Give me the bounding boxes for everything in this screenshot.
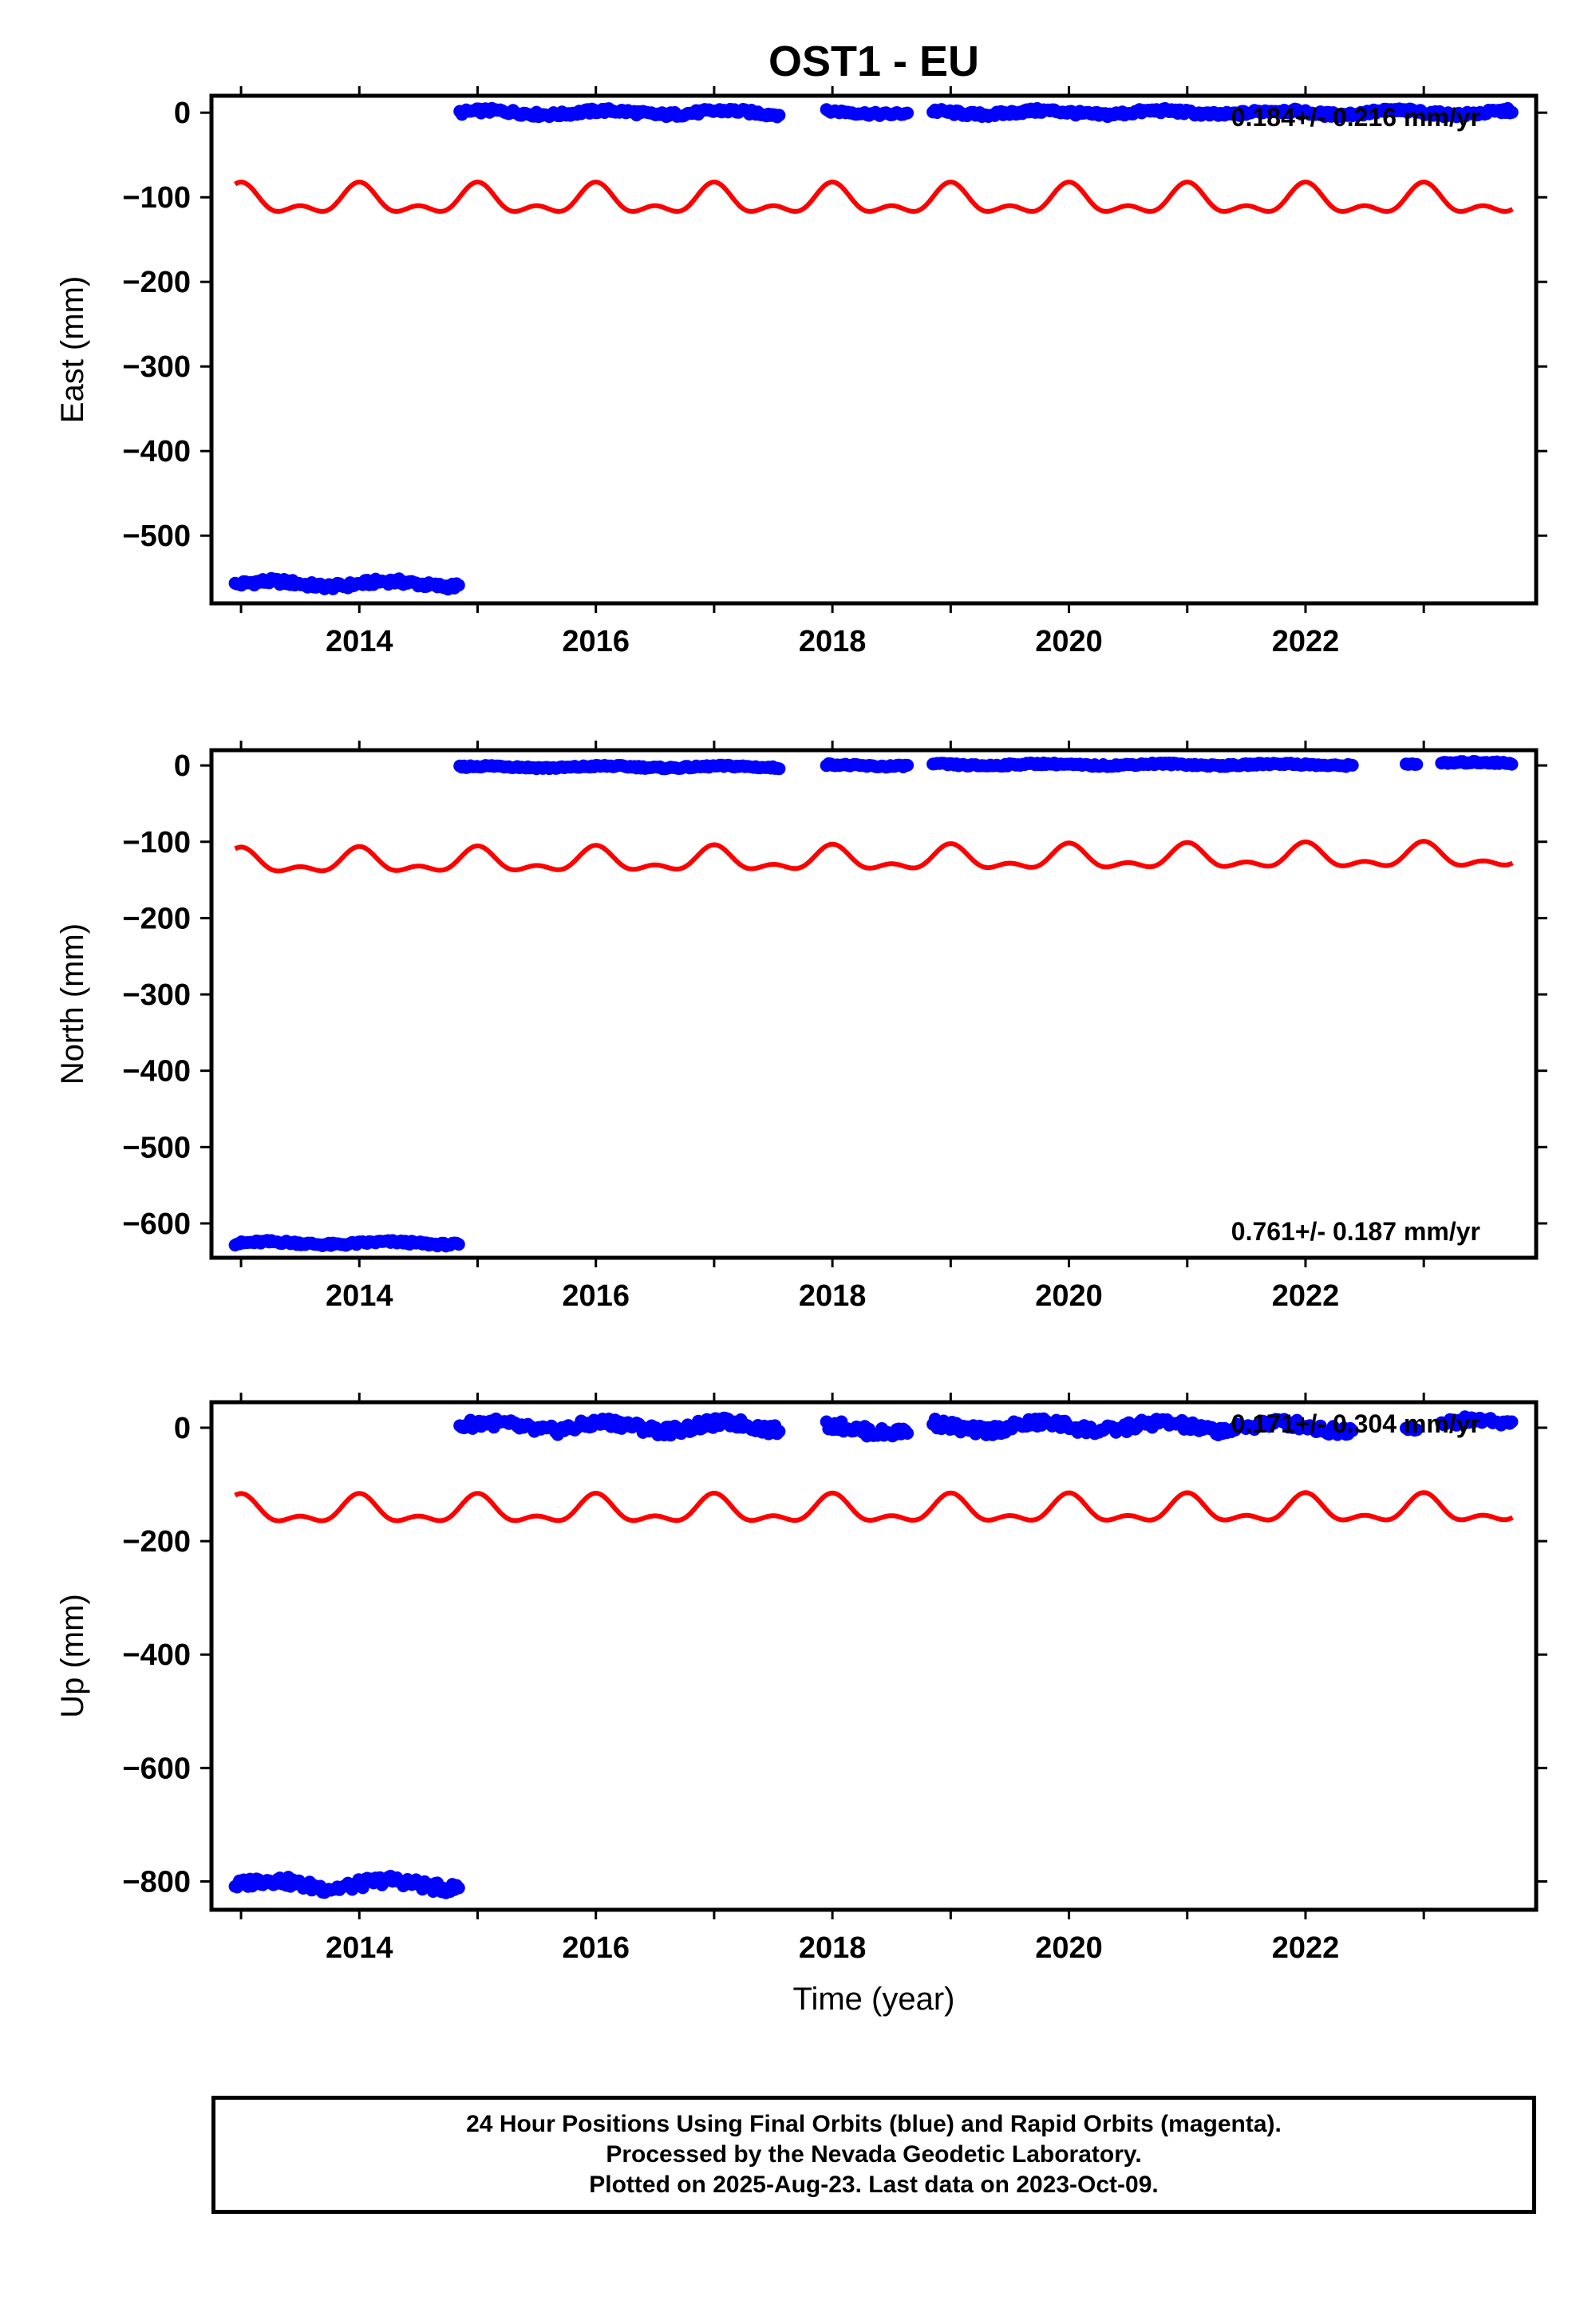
model-line	[234, 1490, 1514, 1524]
caption-line-2: Processed by the Nevada Geodetic Laborat…	[606, 2141, 1142, 2168]
y-tick-label: 0	[174, 97, 191, 130]
x-tick-label: 2022	[1272, 1931, 1340, 1965]
plot-frame	[209, 93, 1539, 606]
model-line	[234, 180, 1514, 214]
x-tick-label: 2018	[799, 1279, 867, 1313]
y-tick-label: 0	[174, 1412, 191, 1445]
panel-north: 2014 2016 2018 2020 2022 0 −100 −200 −300 −400 −50…	[55, 741, 1547, 1313]
final-orbit-point	[1505, 1415, 1519, 1429]
rate-annotation: 0.171+/- 0.304 mm/yr	[1231, 1409, 1480, 1438]
y-tick-label: −400	[122, 1638, 191, 1672]
panel-east: 2014 2016 2018 2020 2022 0 −100 −200 −300 −400 −50…	[55, 86, 1547, 658]
rate-annotation: 0.761+/- 0.187 mm/yr	[1231, 1217, 1480, 1246]
figure-title: OST1 - EU	[768, 38, 979, 85]
y-tick-label: −300	[122, 350, 191, 384]
y-tick-label: −500	[122, 520, 191, 553]
final-orbit-point	[901, 758, 915, 772]
y-axis-label: North (mm)	[55, 923, 90, 1085]
panel-up: 2014 2016 2018 2020 2022 0 −200 −400 −600 −800 Up …	[55, 1393, 1547, 2017]
x-tick-label: 2014	[326, 1931, 393, 1965]
final-orbit-point	[1505, 105, 1519, 119]
x-tick-label: 2018	[799, 1931, 867, 1965]
final-orbit-point	[901, 1427, 915, 1440]
model-line	[234, 839, 1514, 874]
x-tick-label: 2020	[1035, 625, 1103, 658]
y-tick-label: −400	[122, 435, 191, 468]
final-orbit-point	[1410, 1423, 1424, 1437]
x-tick-label: 2022	[1272, 1279, 1340, 1313]
final-orbit-points	[228, 101, 1519, 596]
y-tick-label: −200	[122, 902, 191, 935]
y-tick-label: −200	[122, 1525, 191, 1559]
final-orbit-point	[452, 579, 465, 592]
y-tick-label: −600	[122, 1207, 191, 1241]
x-axis-label: Time (year)	[793, 1982, 955, 2017]
y-tick-label: −600	[122, 1752, 191, 1785]
x-tick-label: 2020	[1035, 1279, 1103, 1313]
y-axis-label: Up (mm)	[55, 1594, 90, 1718]
y-tick-label: −500	[122, 1131, 191, 1164]
final-orbit-point	[772, 1425, 786, 1438]
final-orbit-point	[1345, 758, 1359, 772]
final-orbit-point	[1345, 1424, 1359, 1437]
y-axis-label: East (mm)	[55, 276, 90, 423]
caption-line-1: 24 Hour Positions Using Final Orbits (bl…	[466, 2111, 1282, 2137]
final-orbit-point	[1505, 757, 1519, 771]
final-orbit-point	[901, 106, 915, 120]
x-tick-label: 2014	[326, 1279, 393, 1313]
y-tick-label: −400	[122, 1055, 191, 1089]
final-orbit-point	[452, 1238, 465, 1251]
x-tick-label: 2020	[1035, 1931, 1103, 1965]
y-tick-label: −300	[122, 978, 191, 1012]
final-orbit-point	[772, 762, 786, 776]
y-tick-label: −200	[122, 266, 191, 299]
y-tick-label: −100	[122, 181, 191, 215]
rate-annotation: 0.184+/- 0.216 mm/yr	[1231, 103, 1480, 132]
final-orbit-point	[452, 1881, 465, 1895]
final-orbit-points	[228, 1410, 1519, 1899]
x-tick-label: 2016	[562, 1931, 630, 1965]
caption-line-3: Plotted on 2025-Aug-23. Last data on 202…	[589, 2172, 1159, 2198]
x-tick-label: 2016	[562, 625, 630, 658]
plot-frame	[209, 1400, 1539, 1912]
final-orbit-point	[772, 109, 786, 122]
x-tick-label: 2016	[562, 1279, 630, 1313]
y-tick-label: 0	[174, 749, 191, 783]
x-tick-label: 2018	[799, 625, 867, 658]
x-tick-label: 2014	[326, 625, 393, 658]
y-tick-label: −100	[122, 826, 191, 860]
y-tick-label: −800	[122, 1865, 191, 1899]
x-tick-label: 2022	[1272, 625, 1340, 658]
plot-frame	[209, 748, 1539, 1260]
final-orbit-point	[1410, 757, 1424, 771]
final-orbit-points	[228, 755, 1519, 1253]
caption-box: 24 Hour Positions Using Final Orbits (bl…	[211, 2096, 1536, 2214]
